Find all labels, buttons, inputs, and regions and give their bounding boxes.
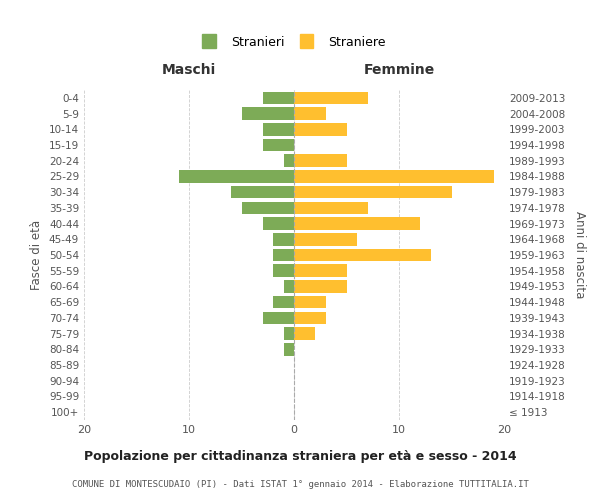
Bar: [241, 202, 294, 214]
Y-axis label: Fasce di età: Fasce di età: [31, 220, 43, 290]
Bar: [294, 233, 357, 245]
Bar: [294, 123, 347, 136]
Bar: [284, 280, 294, 292]
Bar: [294, 280, 347, 292]
Bar: [284, 154, 294, 167]
Bar: [294, 170, 493, 182]
Y-axis label: Anni di nascita: Anni di nascita: [572, 212, 586, 298]
Bar: [294, 154, 347, 167]
Bar: [294, 186, 452, 198]
Bar: [263, 312, 294, 324]
Bar: [284, 343, 294, 355]
Bar: [241, 108, 294, 120]
Bar: [273, 233, 294, 245]
Text: Femmine: Femmine: [364, 63, 434, 77]
Bar: [294, 92, 367, 104]
Bar: [179, 170, 294, 182]
Bar: [231, 186, 294, 198]
Bar: [263, 123, 294, 136]
Bar: [273, 264, 294, 277]
Bar: [294, 108, 325, 120]
Bar: [273, 248, 294, 262]
Bar: [263, 138, 294, 151]
Text: Maschi: Maschi: [162, 63, 216, 77]
Bar: [294, 296, 325, 308]
Legend: Stranieri, Straniere: Stranieri, Straniere: [197, 30, 391, 54]
Bar: [263, 218, 294, 230]
Bar: [294, 312, 325, 324]
Text: Popolazione per cittadinanza straniera per età e sesso - 2014: Popolazione per cittadinanza straniera p…: [83, 450, 517, 463]
Bar: [294, 218, 420, 230]
Bar: [294, 264, 347, 277]
Bar: [263, 92, 294, 104]
Bar: [284, 328, 294, 340]
Bar: [294, 202, 367, 214]
Bar: [294, 328, 315, 340]
Bar: [294, 248, 431, 262]
Text: COMUNE DI MONTESCUDAIO (PI) - Dati ISTAT 1° gennaio 2014 - Elaborazione TUTTITAL: COMUNE DI MONTESCUDAIO (PI) - Dati ISTAT…: [71, 480, 529, 489]
Bar: [273, 296, 294, 308]
